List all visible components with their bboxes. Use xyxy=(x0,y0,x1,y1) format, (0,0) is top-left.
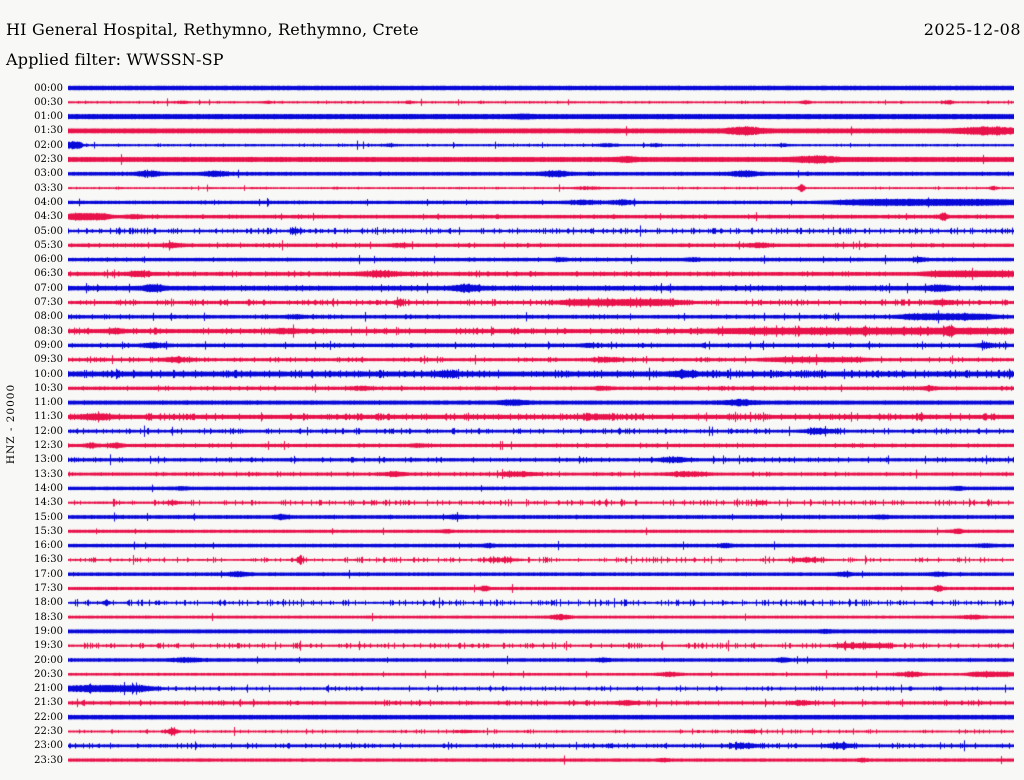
time-label: 22:00 xyxy=(34,711,63,723)
time-label: 12:30 xyxy=(34,440,63,451)
time-label: 14:30 xyxy=(34,497,63,509)
time-label: 07:30 xyxy=(34,297,63,308)
time-label: 19:30 xyxy=(34,640,63,652)
time-label: 02:30 xyxy=(34,154,63,165)
time-label: 20:30 xyxy=(34,668,63,680)
time-label: 20:00 xyxy=(34,654,63,666)
time-label: 05:00 xyxy=(34,225,63,237)
time-label: 15:00 xyxy=(34,511,63,523)
time-label: 21:00 xyxy=(34,683,63,695)
time-label: 09:00 xyxy=(34,339,63,351)
applied-filter-label: Applied filter: WWSSN-SP xyxy=(6,50,224,69)
time-label: 07:00 xyxy=(34,282,63,294)
time-label: 03:00 xyxy=(34,168,63,180)
time-label: 00:30 xyxy=(34,96,63,108)
time-label: 16:00 xyxy=(34,540,63,552)
time-label: 04:00 xyxy=(34,196,63,208)
time-label: 17:00 xyxy=(34,568,63,580)
time-label: 09:30 xyxy=(34,354,63,366)
time-label: 23:00 xyxy=(34,740,63,752)
time-label: 16:30 xyxy=(34,554,63,566)
time-label: 06:30 xyxy=(34,268,63,280)
time-label: 23:30 xyxy=(34,754,63,766)
time-label: 08:00 xyxy=(34,311,63,323)
time-label: 01:00 xyxy=(34,111,63,123)
time-label: 21:30 xyxy=(34,697,63,709)
time-label: 10:00 xyxy=(34,368,63,380)
time-label: 03:30 xyxy=(34,182,63,194)
time-label: 00:00 xyxy=(34,82,63,94)
header-date: 2025-12-08 xyxy=(923,20,1021,39)
time-label: 13:30 xyxy=(34,468,63,480)
time-label: 11:30 xyxy=(34,411,63,423)
time-label: 04:30 xyxy=(34,211,63,223)
time-label: 13:00 xyxy=(34,454,63,466)
time-label: 05:30 xyxy=(34,239,63,251)
time-label: 14:00 xyxy=(34,482,63,494)
time-label: 02:00 xyxy=(34,139,63,151)
time-label: 12:00 xyxy=(34,425,63,437)
time-label: 08:30 xyxy=(34,325,63,337)
time-label: 10:30 xyxy=(34,382,63,394)
time-label: 18:00 xyxy=(34,597,63,609)
station-title: HI General Hospital, Rethymno, Rethymno,… xyxy=(6,20,419,39)
time-label: 11:00 xyxy=(34,397,63,409)
time-label: 06:00 xyxy=(34,254,63,266)
time-label: 15:30 xyxy=(34,525,63,537)
time-label: 17:30 xyxy=(34,583,63,594)
time-label: 01:30 xyxy=(34,125,63,137)
time-label: 22:30 xyxy=(34,726,63,737)
channel-scale-label: HNZ - 20000 xyxy=(5,383,17,465)
time-label: 18:30 xyxy=(34,611,63,623)
time-label: 19:00 xyxy=(34,625,63,637)
helicorder-canvas xyxy=(68,81,1014,771)
